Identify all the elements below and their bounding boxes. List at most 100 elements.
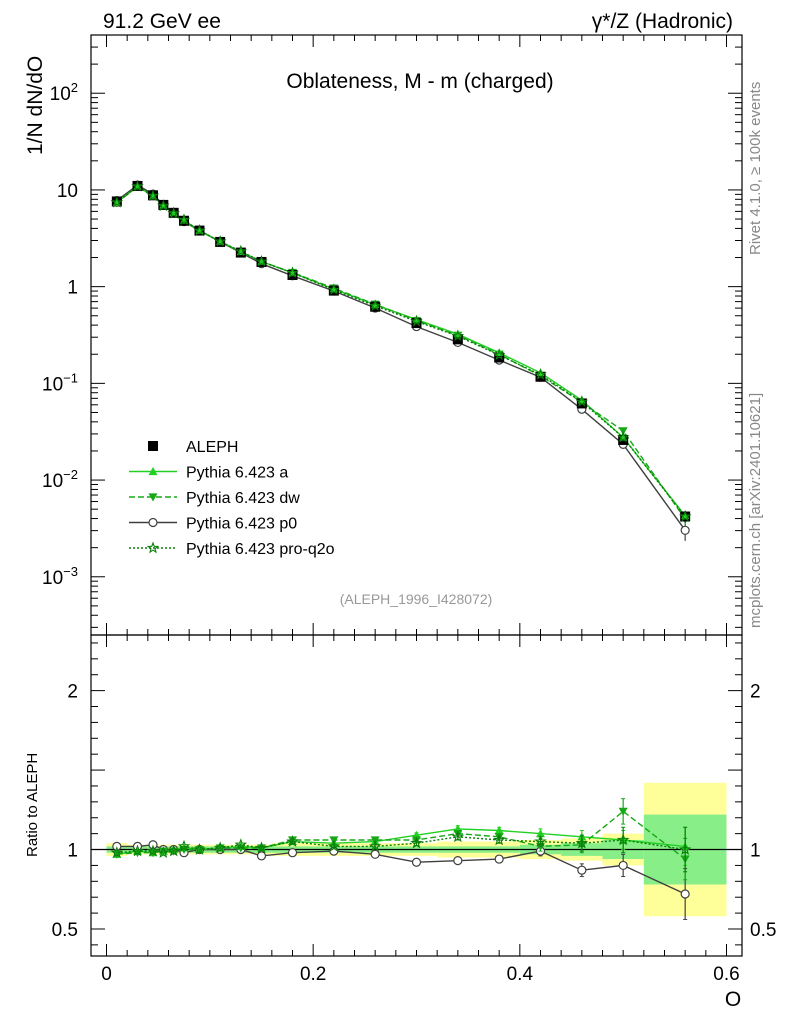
ratio-point-3 <box>411 857 422 867</box>
series-point-top-4 <box>369 299 381 311</box>
ratio-point-2 <box>618 807 628 816</box>
ratio-point-3 <box>256 851 267 861</box>
x-axis-label: O <box>725 988 741 1011</box>
ratio-point-4 <box>146 844 160 857</box>
energy-label: 91.2 GeV ee <box>103 10 221 33</box>
series-point-top-4 <box>452 330 464 342</box>
ratio-point-4 <box>177 839 191 852</box>
ratio-point-4 <box>492 833 506 846</box>
y-tick-label: 10−3 <box>42 564 78 589</box>
ratio-point-3 <box>577 865 587 875</box>
series-point-top-4 <box>167 207 180 219</box>
series-point-top-4 <box>534 368 547 380</box>
ratio-point-4 <box>167 844 180 857</box>
series-point-top-1 <box>453 330 462 338</box>
ratio-point-4 <box>534 835 547 847</box>
legend-marker-0 <box>148 441 158 451</box>
ratio-point-1 <box>536 829 545 838</box>
series-point-top-4 <box>493 348 505 360</box>
ratio-point-1 <box>494 825 504 835</box>
series-point-top-4 <box>193 224 206 236</box>
y-axis-label: 1/N dN/dO <box>24 56 47 155</box>
series-point-top-1 <box>412 315 421 323</box>
series-point-top-4 <box>157 199 170 211</box>
ratio-point-3 <box>453 856 463 866</box>
legend-marker-3 <box>148 517 158 528</box>
y-tick-label: 102 <box>50 80 78 105</box>
ratio-tick-label-right: 1 <box>750 841 761 862</box>
axes: 0 0.2 0.4 0.6 10−3 10−2 10−1 1 10 102 0.5 0.5 1 1 2 2 <box>42 34 776 985</box>
series-point-top-4 <box>410 315 423 327</box>
legend-label-1: Pythia 6.423 a <box>186 465 288 482</box>
ratio-tick-label-right: 2 <box>750 682 761 703</box>
legend-label-0: ALEPH <box>186 439 238 456</box>
legend: ALEPH Pythia 6.423 a Pythia 6.423 dw Pythia… <box>129 439 335 558</box>
series-point-top-4 <box>131 180 144 192</box>
mcplots-label: mcplots.cern.ch [arXiv:2401.10621] <box>747 393 764 628</box>
rivet-label: Rivet 4.1.0, ≥ 100k events <box>747 82 764 255</box>
series-point-top-4 <box>576 395 588 407</box>
process-label: γ*/Z (Hadronic) <box>592 10 733 33</box>
legend-marker-1 <box>148 467 158 476</box>
y-tick-label: 1 <box>67 278 78 299</box>
ratio-point-4 <box>193 842 206 855</box>
legend-marker-4 <box>146 541 160 554</box>
x-tick-label: 0.6 <box>713 964 739 985</box>
series-point-top-4 <box>679 510 691 522</box>
ratio-point-4 <box>368 839 382 852</box>
series-point-top-4 <box>214 235 226 247</box>
ratio-point-4 <box>286 835 299 847</box>
ratio-y-axis-label: Ratio to ALEPH <box>24 753 41 857</box>
series-point-top-4 <box>235 245 247 257</box>
ratio-point-4 <box>616 833 630 846</box>
series-point-top-4 <box>286 266 299 278</box>
x-tick-label: 0.4 <box>507 964 534 985</box>
x-tick-label: 0 <box>101 964 112 985</box>
ratio-point-3 <box>287 848 298 858</box>
series-point-top-4 <box>617 431 629 443</box>
ratio-point-4 <box>327 839 341 852</box>
ratio-point-3 <box>680 889 690 899</box>
ratio-point-4 <box>213 841 227 854</box>
ratio-point-4 <box>255 841 268 854</box>
ratio-tick-label-right: 0.5 <box>750 920 776 941</box>
ratio-point-3 <box>494 854 504 864</box>
aleph-data-point <box>452 334 463 345</box>
series-point-top-4 <box>147 189 159 201</box>
ratio-point-3 <box>618 860 628 871</box>
y-tick-label: 10−1 <box>42 370 78 395</box>
series-point-3 <box>680 525 690 535</box>
legend-label-4: Pythia 6.423 pro-q2o <box>186 541 335 558</box>
series-point-top-4 <box>255 255 268 267</box>
ratio-point-4 <box>234 838 248 851</box>
ratio-tick-label-left: 0.5 <box>52 920 78 941</box>
ratio-line-4 <box>116 836 686 854</box>
ratio-point-4 <box>410 836 423 849</box>
ratio-point-3 <box>370 849 380 859</box>
plot-title: Oblateness, M - m (charged) <box>286 70 553 93</box>
ratio-tick-label-left: 2 <box>67 682 78 703</box>
x-tick-label: 0.2 <box>300 964 326 985</box>
y-tick-label: 10−2 <box>42 467 78 492</box>
series-point-top-4 <box>178 213 190 225</box>
y-tick-label: 10 <box>57 181 78 202</box>
main-panel-content <box>110 179 692 541</box>
series-point-top-4 <box>111 196 123 208</box>
ratio-panel-content <box>110 798 692 920</box>
legend-label-3: Pythia 6.423 p0 <box>186 516 297 533</box>
ratio-point-4 <box>110 846 124 859</box>
ratio-point-4 <box>575 836 589 849</box>
ratio-point-2 <box>158 847 168 856</box>
ratio-point-4 <box>157 846 170 859</box>
analysis-id: (ALEPH_1996_I428072) <box>340 591 493 607</box>
legend-marker-2 <box>148 493 158 502</box>
ratio-point-4 <box>678 842 692 855</box>
series-point-top-1 <box>536 368 545 376</box>
series-point-top-1 <box>495 348 504 356</box>
ratio-point-4 <box>131 844 144 857</box>
series-point-top-4 <box>328 283 340 295</box>
ratio-point-4 <box>451 830 465 843</box>
ratio-tick-label-left: 1 <box>67 841 78 862</box>
legend-label-2: Pythia 6.423 dw <box>186 490 300 507</box>
